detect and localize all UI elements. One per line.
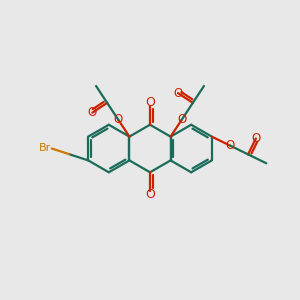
Text: O: O xyxy=(173,87,183,100)
Text: Br: Br xyxy=(39,143,51,153)
Text: O: O xyxy=(88,106,97,119)
Text: O: O xyxy=(251,132,260,145)
Text: O: O xyxy=(145,188,155,202)
Text: O: O xyxy=(177,113,186,126)
Text: O: O xyxy=(145,95,155,109)
Text: O: O xyxy=(225,139,235,152)
Text: O: O xyxy=(114,113,123,126)
